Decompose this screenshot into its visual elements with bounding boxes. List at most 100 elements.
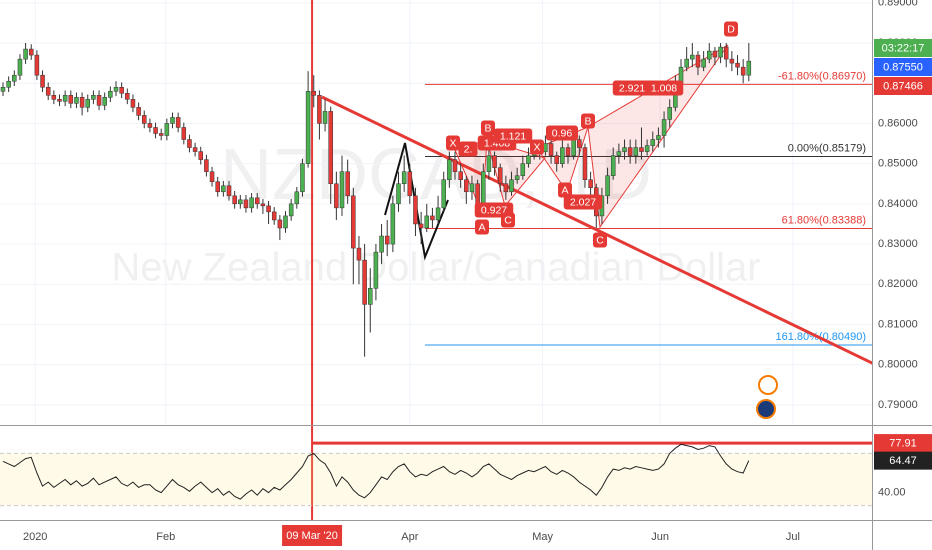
candle-body <box>469 183 475 193</box>
rsi-tick-label: 40.00 <box>878 486 906 498</box>
candle-body <box>701 58 706 68</box>
pattern-label: B <box>484 122 491 134</box>
pattern-label: 1.008 <box>651 82 677 94</box>
price-label: 0.87550 <box>883 61 923 73</box>
candle-body <box>57 99 62 102</box>
y-tick-label: 0.79000 <box>878 399 918 411</box>
x-tick-label: 2020 <box>23 531 47 543</box>
candle-body <box>565 147 571 156</box>
candle-body <box>497 167 503 185</box>
candle-body <box>379 235 384 253</box>
x-tick-label: Jul <box>786 531 800 543</box>
rsi-band <box>0 453 872 506</box>
pattern-label: D <box>727 23 735 35</box>
candle-body <box>690 54 695 60</box>
candle-body <box>317 95 322 124</box>
y-tick-label: 0.81000 <box>878 318 918 330</box>
candle-body <box>458 171 463 180</box>
candle-body <box>339 171 345 209</box>
y-tick-label: 0.82000 <box>878 278 918 290</box>
candle-body <box>209 171 215 182</box>
candle-body <box>277 219 283 229</box>
rsi-level-label: 77.91 <box>889 437 917 449</box>
watermark-subtitle: New Zealand Dollar/Canadian Dollar <box>111 246 760 290</box>
crosshair-label-box <box>282 525 343 546</box>
candle-body <box>108 91 113 98</box>
rsi-pane <box>0 426 872 520</box>
candle-body <box>424 215 430 229</box>
candle-body <box>481 171 486 205</box>
y-tick-label: 0.80000 <box>878 359 918 371</box>
fib-label: 61.80%(0.83388) <box>782 214 866 226</box>
price-label-box <box>874 77 932 95</box>
candle-body <box>17 58 23 76</box>
candle-body <box>91 95 96 100</box>
rsi-line <box>2 443 750 500</box>
pattern-label-box <box>458 141 478 157</box>
candle-body <box>492 155 497 168</box>
candle-body <box>226 185 232 197</box>
candle-body <box>571 139 576 156</box>
candle-body <box>334 183 339 209</box>
y-tick-label: 0.83000 <box>878 238 918 250</box>
y-tick-label: 0.85000 <box>878 158 918 170</box>
pattern-label-box <box>612 80 652 96</box>
candle-body <box>560 147 565 164</box>
x-tick-label: Jun <box>651 531 669 543</box>
candle-body <box>707 50 712 60</box>
candle-body <box>283 215 288 229</box>
candle-body <box>639 147 644 152</box>
pattern-label: A <box>478 221 485 233</box>
candle-body <box>96 95 102 106</box>
y-tick-label: 0.84000 <box>878 198 918 210</box>
candle-body <box>684 58 689 68</box>
candle-body <box>475 183 480 205</box>
y-tick-label: 0.86000 <box>878 117 918 129</box>
rsi-level-label-box <box>874 434 932 453</box>
candle-body <box>345 171 350 197</box>
candle-body <box>119 87 124 94</box>
fib-label: 0.00%(0.85179) <box>788 142 866 154</box>
candle-body <box>368 288 373 305</box>
candle-body <box>175 117 181 128</box>
candle-body <box>12 74 17 82</box>
candle-body <box>34 54 40 76</box>
candle-body <box>142 115 147 124</box>
candle-body <box>418 223 424 229</box>
candle-body <box>113 87 119 92</box>
candle-body <box>249 197 254 209</box>
candle-body <box>543 143 548 152</box>
candle-body <box>435 207 441 221</box>
candle-body <box>577 139 582 148</box>
pattern-label-box <box>475 219 489 235</box>
candle-body <box>430 215 435 221</box>
candle-body <box>695 54 701 68</box>
candle-body <box>158 133 164 136</box>
pattern-label-box <box>593 232 607 248</box>
candle-body <box>735 62 740 68</box>
candle-body <box>305 91 311 164</box>
candle-body <box>232 195 237 205</box>
y-tick-label: 0.89000 <box>878 0 918 9</box>
pattern-label-box <box>563 194 603 210</box>
pattern-label-box <box>493 128 533 144</box>
candle-body <box>51 95 57 100</box>
candle-body <box>718 46 723 58</box>
candle-body <box>68 95 74 104</box>
candle-body <box>605 175 610 197</box>
candle-body <box>238 199 243 205</box>
candle-body <box>300 163 305 193</box>
candle-body <box>288 203 294 217</box>
candle-body <box>464 179 469 193</box>
candle-body <box>164 123 170 136</box>
candle-body <box>181 127 187 140</box>
candle-body <box>85 99 90 108</box>
candle-body <box>351 195 356 249</box>
candle-body <box>407 171 413 197</box>
candle-body <box>136 107 141 116</box>
candle-body <box>198 151 204 160</box>
pattern-label: C <box>504 214 512 226</box>
pattern-label-box <box>481 120 495 136</box>
candle-body <box>509 179 514 193</box>
